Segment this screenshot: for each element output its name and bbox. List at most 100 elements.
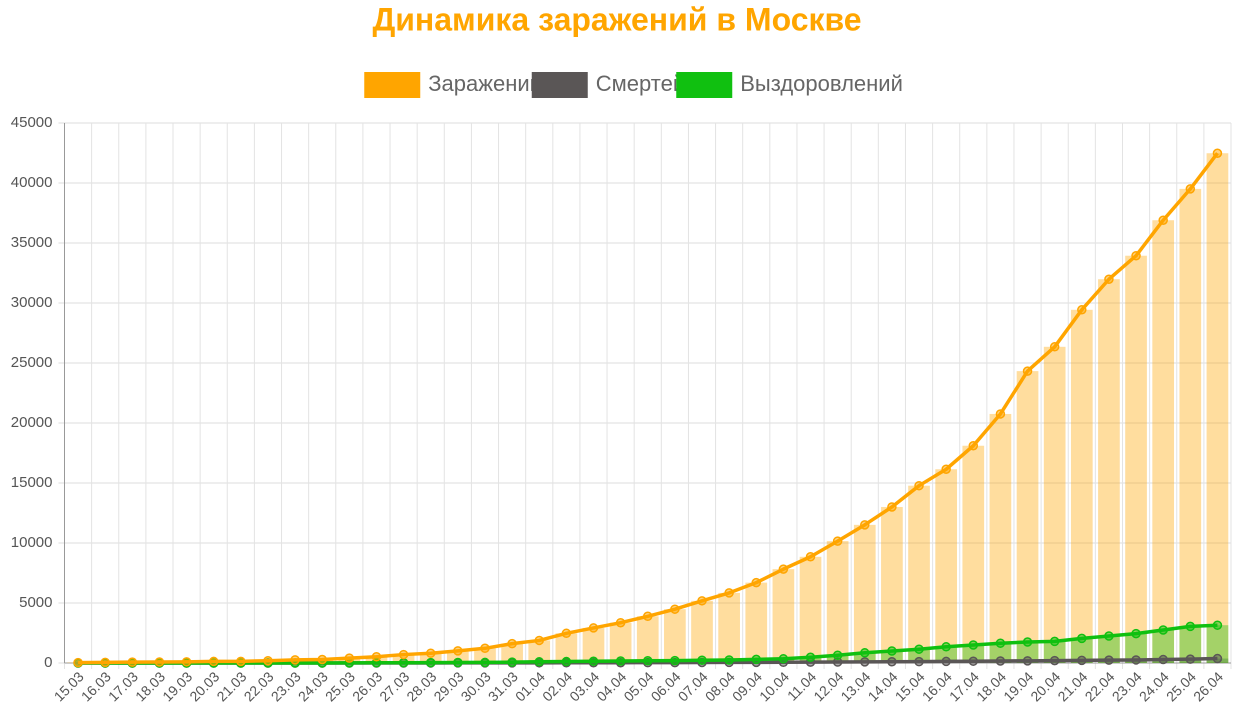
x-tick-label: 26.04 [1190,668,1226,704]
bar [962,445,985,663]
x-tick-label: 01.04 [512,668,548,704]
point [1158,215,1168,225]
point [1104,655,1114,665]
bar [908,485,930,663]
bar [1043,346,1066,663]
point [290,655,300,665]
point [534,657,544,667]
bar [582,627,605,663]
x-tick-label: 24.03 [295,668,331,704]
bar [1043,641,1066,663]
point [1185,654,1196,664]
point [670,655,680,666]
point [534,635,544,646]
x-tick-label: 23.03 [268,668,304,704]
y-tick-label: 20000 [11,414,53,431]
x-tick-label: 25.03 [322,668,358,704]
point [968,440,979,451]
point [968,656,979,666]
point [1022,366,1033,376]
point [425,648,436,658]
x-tick-label: 16.04 [919,668,955,704]
point [670,604,680,614]
x-tick-label: 20.04 [1027,668,1063,704]
point [263,655,273,666]
x-tick-label: 03.04 [566,668,602,704]
point [724,588,734,598]
x-tick-label: 23.04 [1109,668,1145,704]
x-tick-label: 09.04 [729,668,765,704]
x-tick-label: 27.03 [376,668,412,704]
point [805,652,816,662]
bar [1179,626,1202,663]
bar [636,616,659,663]
legend-swatch [364,72,421,98]
bar [1016,642,1039,663]
point [154,657,165,667]
bar [772,569,795,663]
point [561,656,572,667]
point [507,638,517,649]
point [1077,655,1087,666]
point [914,480,924,491]
point [1212,653,1223,664]
legend-label: Выздоровлений [740,71,903,96]
point [941,464,951,474]
bar [447,650,469,663]
chart-title: Динамика заражений в Москве [372,1,861,37]
point [1077,633,1087,644]
x-tick-label: 25.04 [1163,668,1199,704]
point [724,655,734,665]
point [588,623,599,633]
point [127,657,138,667]
y-tick-label: 15000 [11,474,53,491]
x-tick-label: 04.04 [593,668,629,704]
x-tick-label: 29.03 [430,668,466,704]
bar [908,649,930,663]
point [1131,655,1141,665]
point [100,657,110,668]
point [751,654,762,665]
point [480,643,490,654]
point [1049,342,1060,352]
bar [989,643,1012,663]
bar [1206,153,1229,664]
bar [1070,309,1093,663]
bar [935,646,958,663]
x-tick-label: 21.04 [1054,668,1090,704]
point [697,596,707,606]
bar [1206,625,1229,663]
x-tick-label: 15.04 [892,668,928,704]
x-tick-label: 19.04 [1000,668,1036,704]
point [398,649,409,660]
point [968,640,979,650]
point [317,654,327,665]
point [1104,274,1114,284]
bar [1179,188,1202,663]
bar [989,413,1012,663]
point [941,642,951,652]
point [73,657,83,668]
point [995,656,1006,666]
x-tick-label: 07.04 [675,668,711,704]
bar [881,506,903,663]
bar [962,645,985,663]
bar [474,648,496,663]
bar [609,622,632,663]
point [453,657,463,668]
x-tick-label: 05.04 [620,668,656,704]
bar [718,592,740,663]
point [480,657,490,668]
point [1158,625,1168,635]
point [887,656,897,667]
point [995,638,1006,648]
bar [853,524,876,663]
legend-label: Смертей [596,71,685,96]
point [1185,184,1196,194]
bar [691,600,713,663]
point [1104,631,1114,641]
point [181,657,192,667]
x-tick-label: 13.04 [837,668,873,704]
point [805,552,816,562]
y-tick-label: 35000 [11,234,53,251]
